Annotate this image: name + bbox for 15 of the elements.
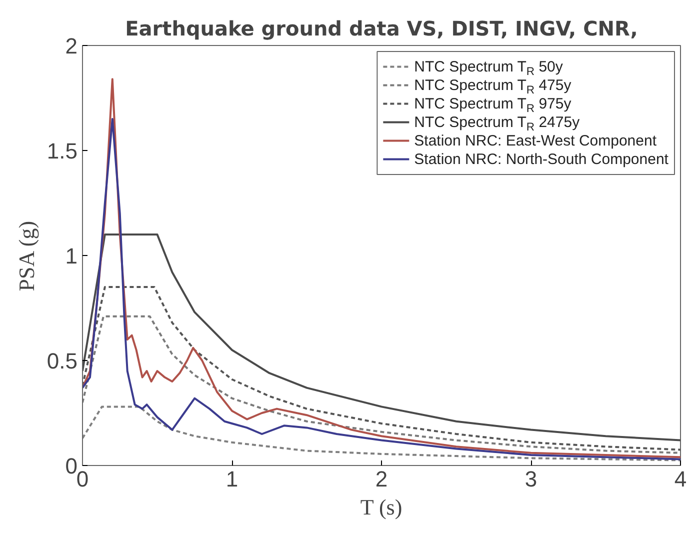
y-axis-title: PSA (g): [14, 220, 39, 292]
y-tick-label: 1: [65, 244, 78, 268]
x-tick-label: 1: [226, 466, 238, 492]
y-tick-label: 0.5: [46, 348, 78, 374]
y-tick-label: 2: [65, 34, 78, 58]
x-tick-label: 4: [674, 466, 687, 492]
line-series: [82, 406, 680, 462]
chart-title: Earthquake ground data VS, DIST, INGV, CNR,: [125, 16, 638, 40]
legend-label: Station NRC: North-South Component: [414, 150, 670, 168]
x-axis-title: T (s): [360, 494, 402, 520]
legend-label: Station NRC: East-West Component: [414, 132, 658, 150]
y-tick-label: 1.5: [46, 138, 78, 164]
x-tick-label: 3: [524, 466, 538, 492]
line-series: [82, 315, 680, 454]
x-tick-label: 2: [375, 466, 388, 492]
